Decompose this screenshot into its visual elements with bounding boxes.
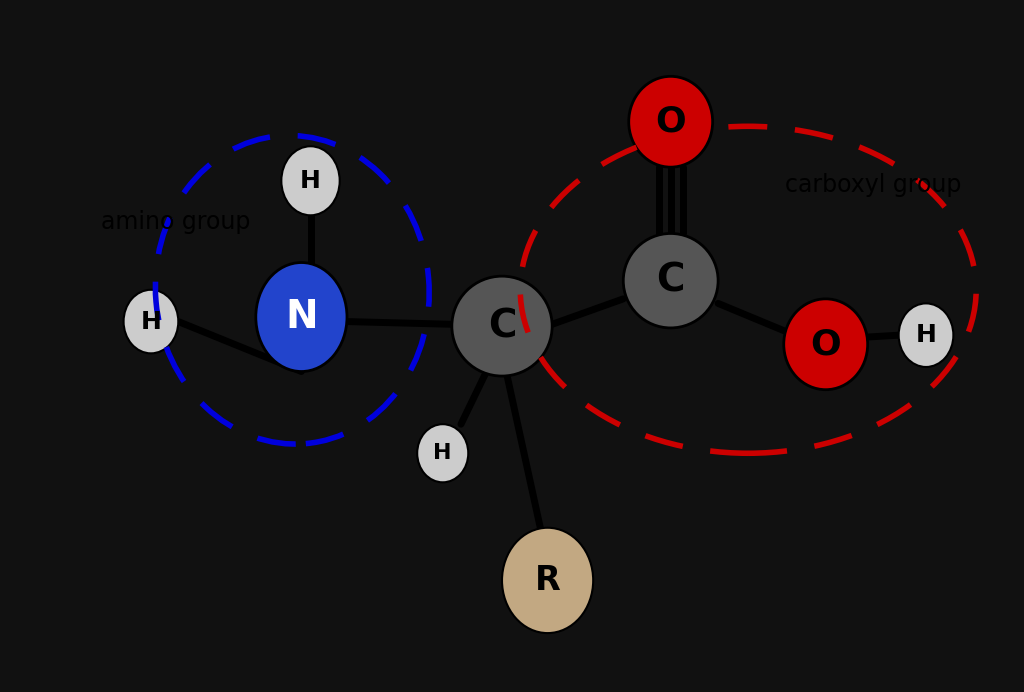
Ellipse shape [899, 303, 953, 367]
Text: amino group: amino group [100, 210, 250, 234]
Ellipse shape [629, 76, 713, 167]
Ellipse shape [452, 276, 552, 376]
Ellipse shape [282, 146, 340, 215]
Text: H: H [915, 323, 937, 347]
Text: H: H [433, 444, 452, 463]
Ellipse shape [256, 262, 347, 372]
Text: C: C [487, 307, 516, 345]
Text: H: H [300, 169, 321, 193]
Text: H: H [140, 309, 162, 334]
Ellipse shape [417, 424, 468, 482]
Ellipse shape [502, 528, 593, 633]
Text: O: O [810, 327, 841, 361]
Text: R: R [535, 564, 560, 597]
Ellipse shape [624, 233, 718, 328]
Text: carboxyl group: carboxyl group [784, 173, 962, 197]
Text: N: N [285, 298, 317, 336]
Ellipse shape [783, 299, 867, 390]
Text: C: C [656, 262, 685, 300]
Text: O: O [655, 104, 686, 139]
Ellipse shape [124, 290, 178, 354]
